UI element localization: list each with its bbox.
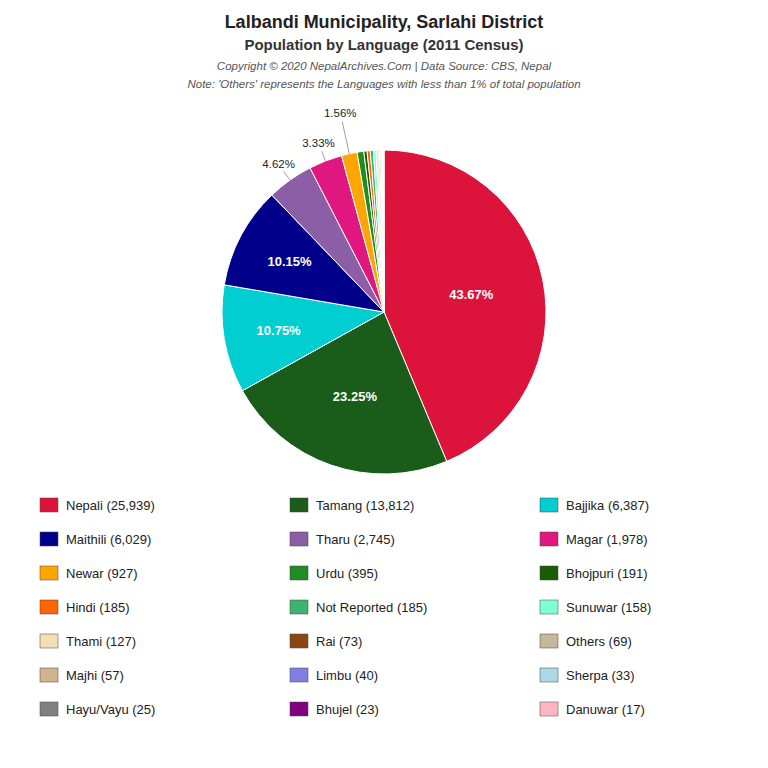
- leader-line: [284, 172, 290, 181]
- slice: [370, 150, 384, 312]
- legend-swatch: [540, 532, 558, 546]
- legend-label: Bajjika (6,387): [566, 498, 649, 513]
- slice: [383, 150, 384, 312]
- legend-label: Tharu (2,745): [316, 532, 395, 547]
- data-label: 3.33%: [302, 137, 335, 149]
- legend-label: Sherpa (33): [566, 668, 635, 683]
- slice: [383, 150, 385, 312]
- legend-label: Hayu/Vayu (25): [66, 702, 155, 717]
- legend-swatch: [40, 634, 58, 648]
- legend-label: Limbu (40): [316, 668, 378, 683]
- legend-label: Magar (1,978): [566, 532, 648, 547]
- legend-label: Newar (927): [66, 566, 138, 581]
- legend: Nepali (25,939) Tamang (13,812) Bajjika (6…: [40, 498, 651, 717]
- legend-swatch: [290, 566, 308, 580]
- legend-item: Tamang (13,812): [290, 498, 414, 513]
- legend-swatch: [40, 702, 58, 716]
- legend-swatch: [290, 532, 308, 546]
- legend-swatch: [40, 498, 58, 512]
- legend-swatch: [290, 668, 308, 682]
- legend-swatch: [40, 532, 58, 546]
- legend-item: Urdu (395): [290, 566, 378, 581]
- legend-swatch: [290, 702, 308, 716]
- slice: [376, 150, 384, 312]
- legend-item: Hindi (185): [40, 600, 130, 615]
- legend-label: Nepali (25,939): [66, 498, 155, 513]
- legend-item: Hayu/Vayu (25): [40, 702, 155, 717]
- data-labels: 43.67% 23.25% 10.75% 10.15% 4.62% 3.33% 1.56%: [257, 107, 494, 404]
- legend-label: Majhi (57): [66, 668, 124, 683]
- annotation: Copyright © 2020 NepalArchives.Com | Dat…: [217, 60, 552, 72]
- legend-swatch: [540, 668, 558, 682]
- legend-swatch: [40, 566, 58, 580]
- legend-swatch: [540, 634, 558, 648]
- slice: [379, 150, 384, 312]
- legend-item: Maithili (6,029): [40, 532, 151, 547]
- legend-item: Bhojpuri (191): [540, 566, 648, 581]
- data-label: 10.15%: [267, 254, 312, 269]
- legend-label: Thami (127): [66, 634, 136, 649]
- data-label: 1.56%: [324, 107, 357, 119]
- legend-item: Majhi (57): [40, 668, 124, 683]
- slice: [383, 150, 384, 312]
- legend-item: Thami (127): [40, 634, 136, 649]
- legend-label: Bhujel (23): [316, 702, 379, 717]
- legend-label: Rai (73): [316, 634, 362, 649]
- legend-swatch: [540, 498, 558, 512]
- title: Lalbandi Municipality, Sarlahi District: [225, 12, 544, 32]
- subtitle: Population by Language (2011 Census): [244, 36, 523, 53]
- legend-item: Others (69): [540, 634, 632, 649]
- legend-swatch: [290, 498, 308, 512]
- legend-label: Bhojpuri (191): [566, 566, 648, 581]
- legend-swatch: [540, 566, 558, 580]
- legend-label: Others (69): [566, 634, 632, 649]
- slice: [381, 150, 384, 312]
- legend-label: Sunuwar (158): [566, 600, 651, 615]
- annotation: Note: 'Others' represents the Languages …: [187, 78, 580, 90]
- legend-label: Maithili (6,029): [66, 532, 151, 547]
- legend-label: Urdu (395): [316, 566, 378, 581]
- data-label: 43.67%: [449, 287, 494, 302]
- slice: [378, 150, 384, 312]
- leader-line: [322, 151, 326, 161]
- legend-item: Tharu (2,745): [290, 532, 395, 547]
- data-label: 4.62%: [262, 158, 295, 170]
- leader-line: [342, 121, 349, 153]
- legend-item: Sherpa (33): [540, 668, 635, 683]
- slice: [382, 150, 384, 312]
- data-label: 23.25%: [333, 389, 378, 404]
- legend-item: Nepali (25,939): [40, 498, 155, 513]
- legend-label: Danuwar (17): [566, 702, 645, 717]
- chart: Lalbandi Municipality, Sarlahi District P…: [0, 0, 768, 768]
- legend-swatch: [540, 702, 558, 716]
- legend-swatch: [540, 600, 558, 614]
- slice: [373, 150, 384, 312]
- legend-item: Limbu (40): [290, 668, 378, 683]
- legend-swatch: [40, 668, 58, 682]
- legend-label: Hindi (185): [66, 600, 130, 615]
- data-label: 10.75%: [257, 323, 302, 338]
- legend-item: Not Reported (185): [290, 600, 427, 615]
- legend-swatch: [40, 600, 58, 614]
- slice: [242, 312, 446, 474]
- legend-item: Newar (927): [40, 566, 138, 581]
- legend-item: Magar (1,978): [540, 532, 648, 547]
- legend-item: Sunuwar (158): [540, 600, 651, 615]
- slices: [222, 150, 546, 474]
- legend-item: Rai (73): [290, 634, 362, 649]
- slice: [367, 151, 384, 312]
- slice: [382, 150, 384, 312]
- pie: 43.67% 23.25% 10.75% 10.15% 4.62% 3.33% 1.56%: [222, 107, 546, 474]
- legend-label: Not Reported (185): [316, 600, 427, 615]
- legend-label: Tamang (13,812): [316, 498, 414, 513]
- slice: [364, 151, 384, 312]
- legend-swatch: [290, 634, 308, 648]
- legend-item: Bhujel (23): [290, 702, 379, 717]
- legend-swatch: [290, 600, 308, 614]
- legend-item: Bajjika (6,387): [540, 498, 649, 513]
- legend-item: Danuwar (17): [540, 702, 645, 717]
